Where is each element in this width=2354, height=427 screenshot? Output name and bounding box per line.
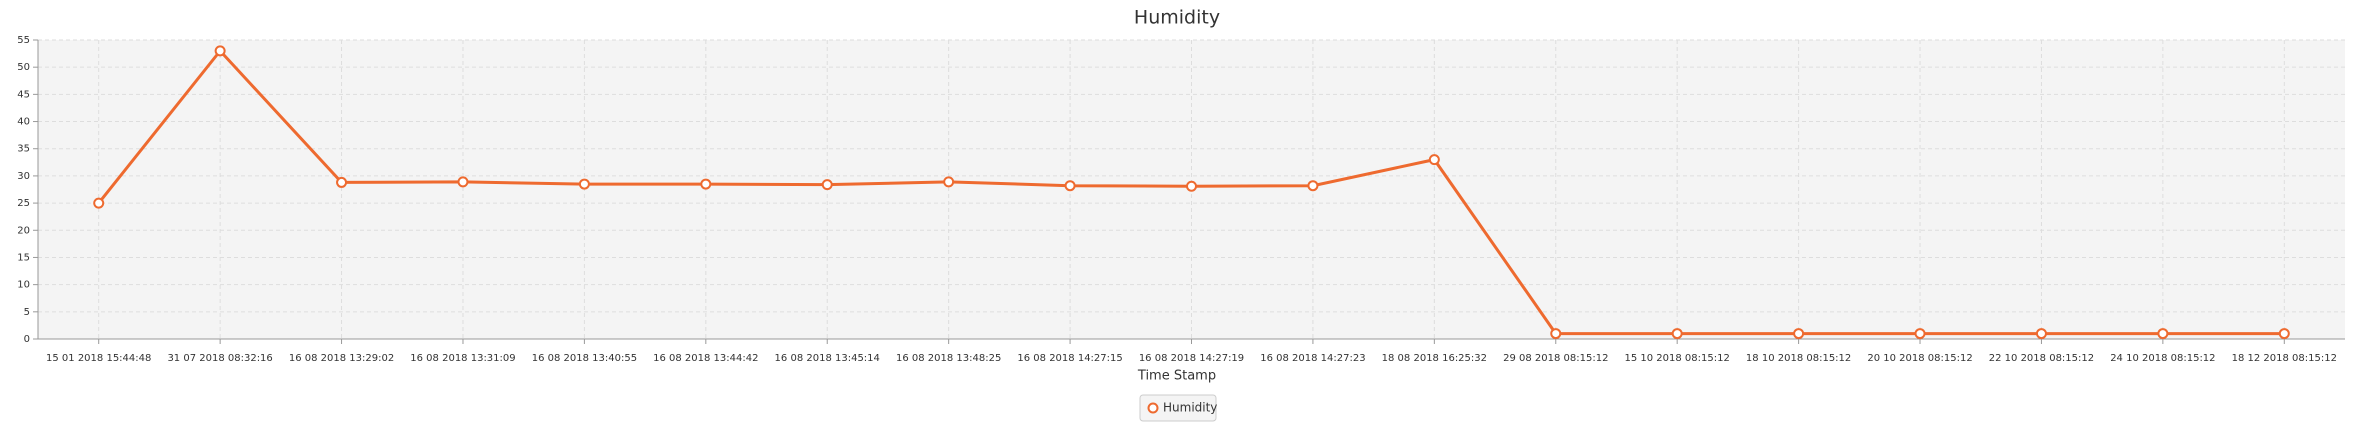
legend xyxy=(1139,394,1217,422)
data-point xyxy=(1186,180,1197,192)
y-tick-label: 40 xyxy=(17,117,30,128)
data-point xyxy=(1550,328,1562,340)
y-tick-label: 50 xyxy=(17,62,30,73)
data-point xyxy=(1307,180,1319,192)
y-tick-label: 5 xyxy=(24,307,30,318)
data-point xyxy=(1671,328,1683,340)
x-tick-label: 22 10 2018 08:15:12 xyxy=(1989,353,2094,364)
data-point xyxy=(578,178,590,190)
x-tick-label: 31 07 2018 08:32:16 xyxy=(167,353,272,364)
data-point xyxy=(214,45,226,57)
x-tick-label: 29 08 2018 08:15:12 xyxy=(1503,353,1608,364)
data-point xyxy=(2157,328,2169,340)
x-tick-label: 15 01 2018 15:44:48 xyxy=(46,353,151,364)
x-tick-label: 16 08 2018 13:40:55 xyxy=(532,353,637,364)
data-point xyxy=(336,176,348,188)
data-point xyxy=(2035,328,2047,340)
legend-symbol xyxy=(1147,402,1159,414)
x-tick-label: 20 10 2018 08:15:12 xyxy=(1867,353,1972,364)
y-tick-label: 35 xyxy=(17,144,30,155)
x-tick-label: 18 12 2018 08:15:12 xyxy=(2232,353,2337,364)
x-tick-label: 16 08 2018 14:27:15 xyxy=(1017,353,1122,364)
x-tick-label: 16 08 2018 13:45:14 xyxy=(775,353,880,364)
y-tick-label: 15 xyxy=(17,252,30,263)
x-tick-label: 18 08 2018 16:25:32 xyxy=(1382,353,1487,364)
x-tick-label: 18 10 2018 08:15:12 xyxy=(1746,353,1851,364)
data-point xyxy=(1914,328,1926,340)
y-tick-label: 10 xyxy=(17,280,30,291)
y-tick-label: 45 xyxy=(17,89,30,100)
x-axis-label: Time Stamp xyxy=(1137,369,1216,384)
x-tick-label: 24 10 2018 08:15:12 xyxy=(2110,353,2215,364)
data-point xyxy=(1793,328,1805,340)
data-point xyxy=(700,178,712,190)
x-tick-label: 15 10 2018 08:15:12 xyxy=(1625,353,1730,364)
y-tick-label: 0 xyxy=(24,334,30,345)
data-point xyxy=(821,179,833,191)
x-tick-label: 16 08 2018 13:31:09 xyxy=(410,353,515,364)
y-tick-label: 55 xyxy=(17,35,30,46)
x-tick-label: 16 08 2018 13:29:02 xyxy=(289,353,394,364)
data-point xyxy=(457,176,469,188)
data-point xyxy=(1428,154,1440,166)
data-point xyxy=(1064,180,1076,192)
data-point xyxy=(943,176,955,188)
data-point xyxy=(93,197,105,209)
legend-label: Humidity xyxy=(1163,401,1217,415)
x-tick-label: 16 08 2018 13:48:25 xyxy=(896,353,1001,364)
y-tick-label: 25 xyxy=(17,198,30,209)
y-tick-label: 30 xyxy=(17,171,30,182)
y-tick-label: 20 xyxy=(17,225,30,236)
data-point xyxy=(2278,328,2290,340)
x-tick-label: 16 08 2018 13:44:42 xyxy=(653,353,758,364)
x-tick-label: 16 08 2018 14:27:23 xyxy=(1260,353,1365,364)
chart-title: Humidity xyxy=(1134,7,1220,29)
x-tick-label: 16 08 2018 14:27:19 xyxy=(1139,353,1244,364)
